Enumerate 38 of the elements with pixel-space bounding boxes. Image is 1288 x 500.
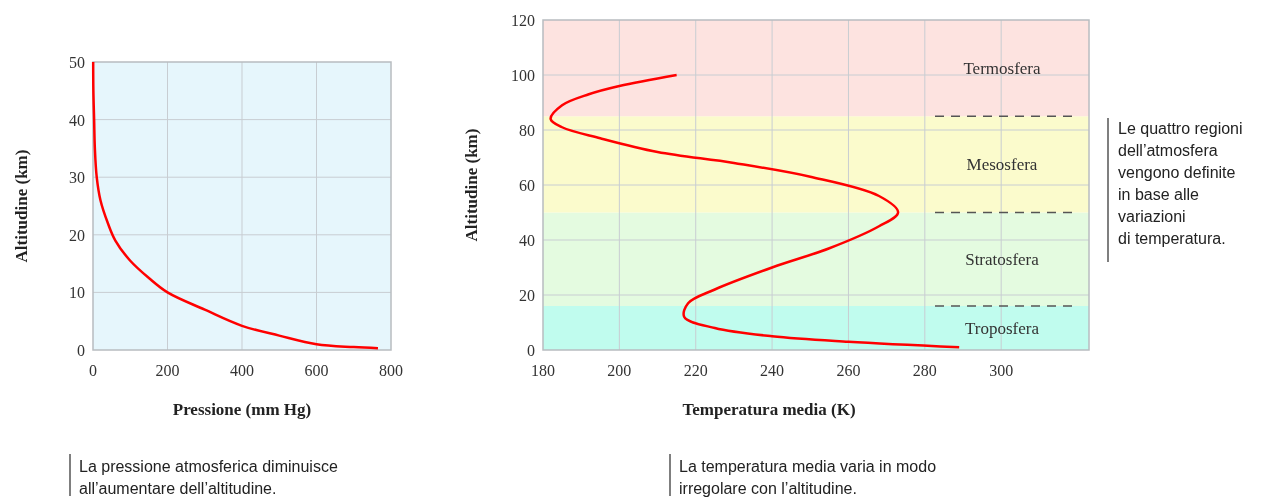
- y-tick-label: 50: [69, 54, 85, 71]
- x-tick-label: 200: [155, 362, 180, 379]
- y-tick-label: 0: [77, 342, 85, 359]
- x-tick-label: 600: [304, 362, 329, 379]
- band-label: Mesosfera: [966, 155, 1038, 175]
- y-tick-label: 20: [519, 287, 535, 304]
- band-label: Termosfera: [963, 59, 1042, 79]
- x-tick-label: 180: [531, 362, 555, 379]
- x-axis-title: Pressione (mm Hg): [172, 400, 312, 419]
- y-tick-label: 20: [69, 226, 85, 244]
- text: Le quattro regioni dell’atmosfera vengono definite in base alle variazioni di temperatura.: [1118, 120, 1243, 247]
- x-tick-label: 300: [989, 362, 1014, 379]
- y-tick-label: 30: [69, 169, 85, 187]
- x-tick-label: 240: [760, 362, 785, 379]
- y-tick-label: 10: [69, 284, 85, 302]
- text: La pressione atmosferica diminuisce all’aumentare dell’altitudine.: [79, 458, 338, 497]
- x-axis-title: Temperatura media (K): [682, 400, 856, 419]
- band-label: Troposfera: [965, 319, 1040, 338]
- x-tick-label: 400: [230, 362, 254, 379]
- x-tick-label: 280: [912, 362, 937, 379]
- y-tick-label: 60: [519, 177, 535, 194]
- y-tick-label: 40: [69, 111, 85, 129]
- y-axis-title: Altitudine (km): [462, 128, 481, 242]
- y-tick-label: 120: [511, 12, 535, 29]
- x-tick-label: 220: [683, 362, 708, 379]
- x-tick-label: 0: [89, 362, 97, 379]
- line-series: [91, 60, 380, 350]
- x-tick-label: 800: [379, 362, 403, 379]
- band-label: Stratosfera: [965, 250, 1040, 270]
- y-tick-label: 100: [511, 67, 535, 84]
- x-tick-label: 200: [607, 362, 632, 379]
- y-tick-label: 80: [519, 122, 535, 139]
- line-series: [549, 73, 961, 349]
- y-tick-label: 0: [527, 342, 535, 359]
- text: La temperatura media varia in modo irregolare con l’altitudine.: [679, 458, 937, 497]
- x-tick-label: 260: [836, 362, 861, 379]
- y-tick-label: 40: [519, 232, 535, 249]
- y-axis-title: Altitudine (km): [12, 149, 31, 263]
